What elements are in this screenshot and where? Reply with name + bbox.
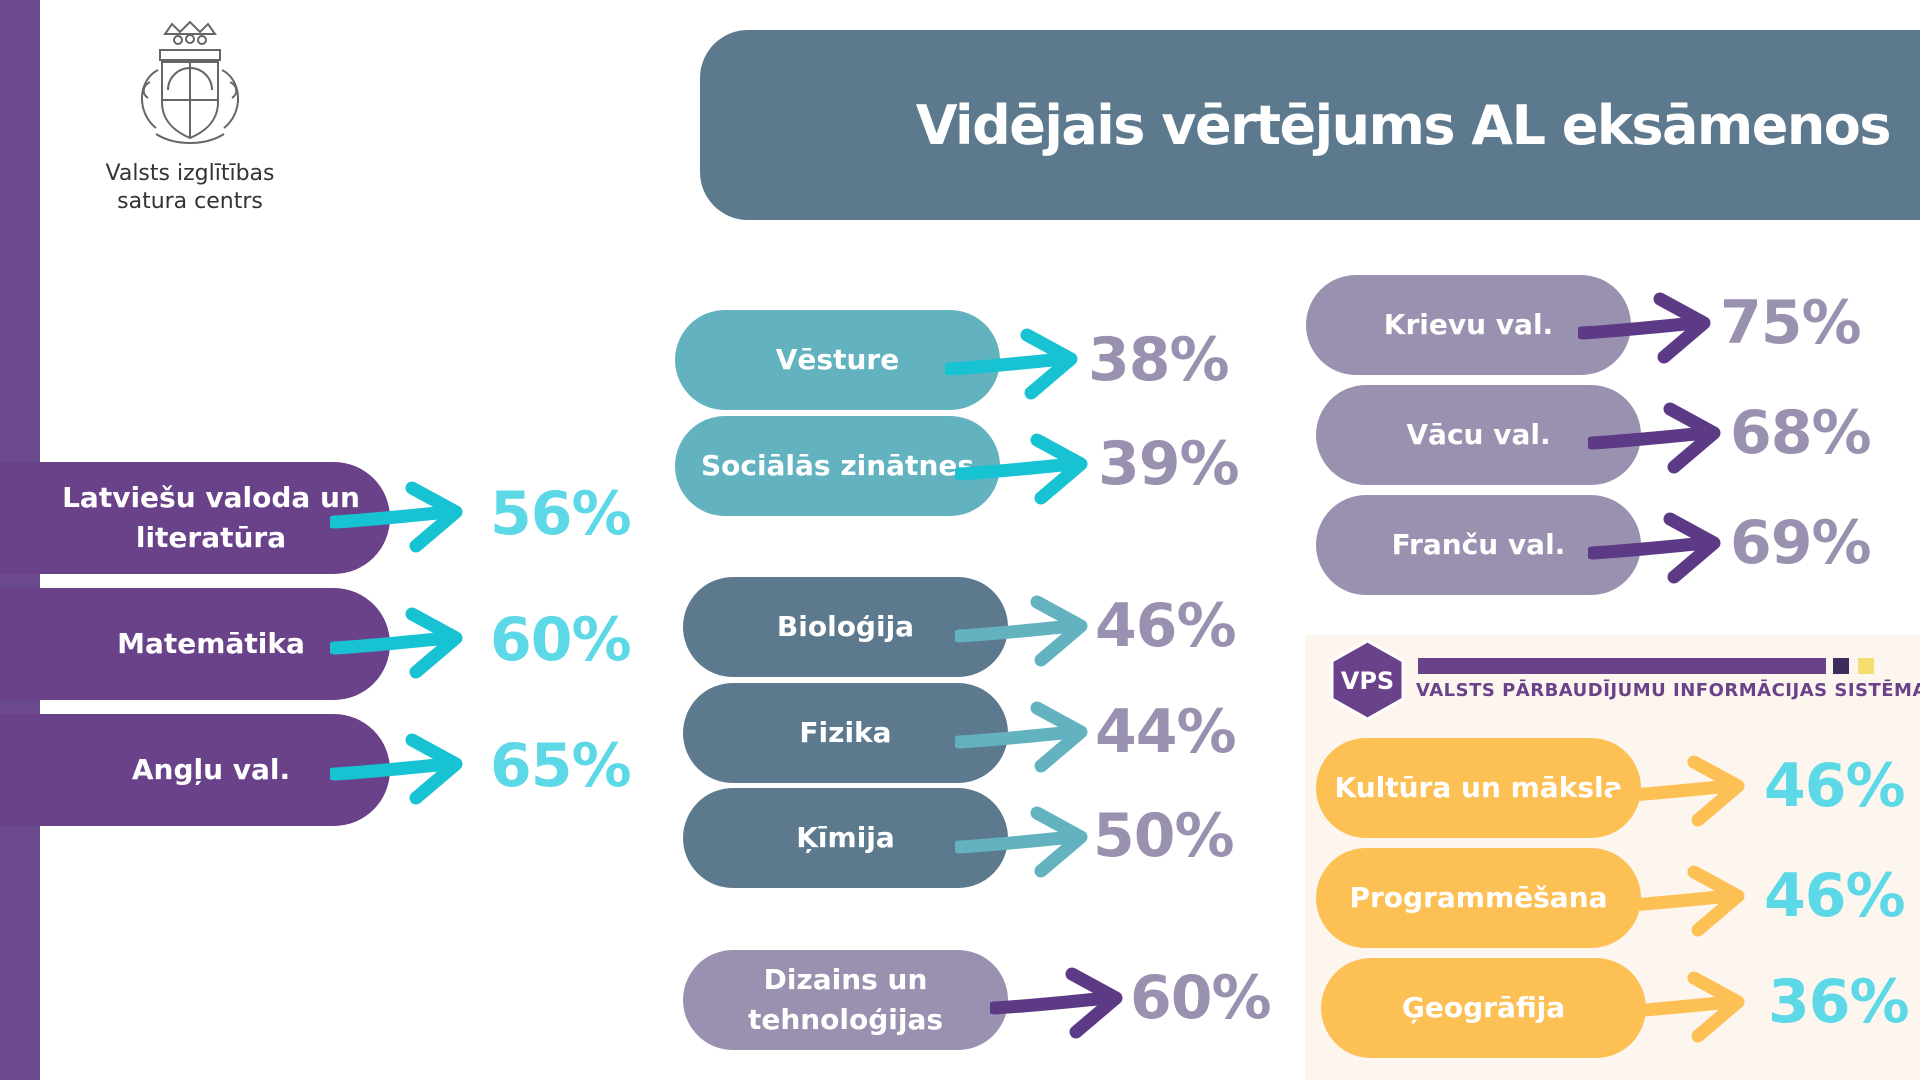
subject-label: Latviešu valoda un literatūra [62, 481, 360, 554]
subject-label: Ģeogrāfija [1401, 991, 1566, 1024]
arrow-icon [1612, 966, 1752, 1046]
arrow-icon [330, 602, 470, 682]
score-french: 69% [1730, 508, 1872, 578]
subject-pill-german: Vācu val. [1316, 385, 1641, 485]
arrow-icon [955, 590, 1095, 670]
subject-label: Fizika [799, 716, 892, 749]
vps-caption: VALSTS PĀRBAUDĪJUMU INFORMĀCIJAS SISTĒMA [1416, 680, 1920, 701]
title-banner: Vidējais vērtējums AL eksāmenos [700, 30, 1920, 220]
arrow-icon [955, 428, 1095, 508]
organization-logo: Valsts izglītības satura centrs [100, 20, 280, 216]
arrow-icon [1612, 750, 1752, 830]
arrow-icon [1588, 507, 1728, 587]
subject-label: Dizains un tehnoloģijas [747, 963, 944, 1036]
vps-divider-line [1418, 658, 1826, 674]
score-programming: 46% [1764, 861, 1906, 931]
subject-pill-geography: Ģeogrāfija [1321, 958, 1646, 1058]
score-culture-art: 46% [1764, 751, 1906, 821]
subject-label: Ķīmija [796, 821, 895, 854]
vps-square-dark [1833, 658, 1849, 674]
subject-pill-russian: Krievu val. [1306, 275, 1631, 375]
subject-pill-physics: Fizika [683, 683, 1008, 783]
subject-pill-english: Angļu val. [0, 714, 390, 826]
subject-label: Kultūra un māksla [1334, 771, 1623, 804]
score-design: 60% [1130, 963, 1272, 1033]
subject-pill-french: Franču val. [1316, 495, 1641, 595]
logo-text-line-1: Valsts izglītības [105, 161, 275, 186]
subject-label: Krievu val. [1383, 308, 1554, 341]
arrow-icon [1588, 397, 1728, 477]
arrow-icon [1578, 287, 1718, 367]
score-math: 60% [490, 605, 632, 675]
subject-label: Franču val. [1391, 528, 1566, 561]
subject-pill-history: Vēsture [675, 310, 1000, 410]
subject-pill-culture-art: Kultūra un māksla [1316, 738, 1641, 838]
score-german: 68% [1730, 398, 1872, 468]
arrow-icon [955, 696, 1095, 776]
arrow-icon [1612, 860, 1752, 940]
vps-logo-text: VPS [1341, 667, 1394, 695]
subject-pill-design: Dizains un tehnoloģijas [683, 950, 1008, 1050]
arrow-icon [330, 728, 470, 808]
subject-label: Angļu val. [131, 753, 291, 786]
arrow-icon [945, 323, 1085, 403]
subject-label: Vēsture [775, 343, 900, 376]
subject-label: Matemātika [117, 627, 305, 660]
score-english: 65% [490, 731, 632, 801]
subject-pill-biology: Bioloģija [683, 577, 1008, 677]
subject-label: Sociālās zinātnes [700, 449, 975, 482]
score-russian: 75% [1720, 288, 1862, 358]
logo-text-line-2: satura centrs [117, 189, 263, 214]
score-social-sciences: 39% [1098, 429, 1240, 499]
score-chemistry: 50% [1093, 801, 1235, 871]
score-physics: 44% [1095, 697, 1237, 767]
score-geography: 36% [1768, 967, 1910, 1037]
arrow-icon [955, 801, 1095, 881]
page-title: Vidējais vērtējums AL eksāmenos [915, 93, 1892, 157]
subject-pill-programming: Programmēšana [1316, 848, 1641, 948]
subject-pill-social-sciences: Sociālās zinātnes [675, 416, 1000, 516]
subject-pill-chemistry: Ķīmija [683, 788, 1008, 888]
vps-logo: VPS [1330, 639, 1405, 721]
coat-of-arms-icon [141, 20, 239, 144]
subject-label: Programmēšana [1349, 881, 1608, 914]
subject-label: Vācu val. [1406, 418, 1551, 451]
vps-square-yellow [1858, 658, 1874, 674]
score-latvian: 56% [490, 479, 632, 549]
score-biology: 46% [1095, 591, 1237, 661]
arrow-icon [330, 476, 470, 556]
subject-label: Bioloģija [776, 610, 915, 643]
score-history: 38% [1088, 325, 1230, 395]
subject-pill-latvian: Latviešu valoda un literatūra [0, 462, 390, 574]
subject-pill-math: Matemātika [0, 588, 390, 700]
arrow-icon [990, 962, 1130, 1042]
